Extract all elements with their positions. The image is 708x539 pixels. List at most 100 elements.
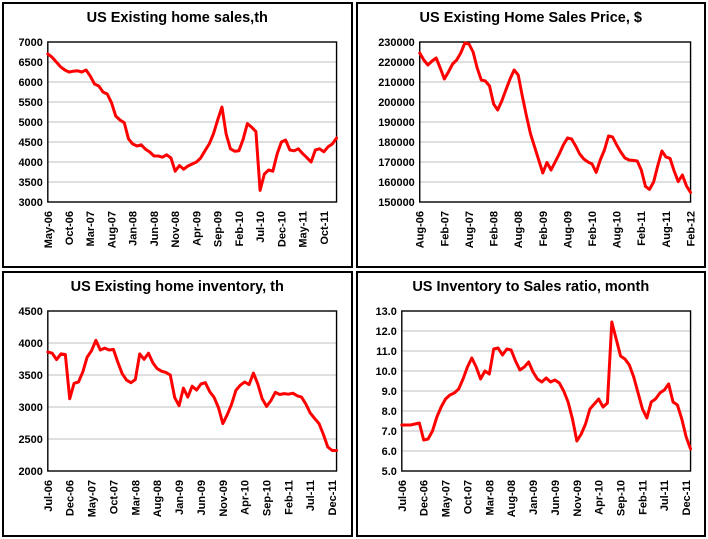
chart-title-existing-home-sales-price: US Existing Home Sales Price, $ [419, 10, 642, 26]
x-tick-label: Jun-09 [549, 480, 561, 515]
x-tick-label: Aug-07 [107, 211, 119, 248]
x-tick-label: Aug-06 [414, 211, 426, 248]
x-tick-label: Dec-10 [276, 211, 288, 247]
y-tick-label: 5500 [18, 97, 42, 109]
y-tick-label: 4500 [18, 137, 42, 149]
series-line [46, 338, 339, 452]
x-tick-label: Apr-09 [191, 211, 203, 246]
y-tick-label: 7000 [18, 37, 42, 49]
y-tick-label: 4500 [18, 306, 42, 318]
x-tick-label: Aug-08 [513, 211, 525, 248]
x-tick-label: Jul-11 [659, 480, 671, 511]
chart-title-inventory-to-sales-ratio: US Inventory to Sales ratio, month [412, 279, 650, 295]
x-tick-label: Jul-06 [396, 480, 408, 512]
y-tick-label: 170000 [378, 157, 415, 169]
y-tick-label: 13.0 [375, 306, 396, 318]
y-tick-label: 6000 [18, 77, 42, 89]
y-tick-label: 12.0 [375, 326, 396, 338]
x-tick-label: Oct-06 [64, 211, 76, 245]
y-tick-label: 10.0 [375, 366, 396, 378]
x-tick-label: May-11 [298, 211, 310, 248]
y-tick-label: 6.0 [381, 446, 396, 458]
x-tick-label: Mar-07 [85, 211, 97, 246]
plot-border [400, 310, 691, 472]
x-tick-label: Feb-08 [488, 211, 500, 246]
x-tick-label: Oct-07 [462, 480, 474, 514]
y-tick-label: 230000 [378, 37, 415, 49]
x-tick-label: Jan-09 [528, 480, 540, 515]
chart-existing-home-sales-price: US Existing Home Sales Price, $ 230000 22… [355, 2, 706, 268]
x-tick-label: May-07 [440, 480, 452, 517]
x-tick-label: Dec-11 [327, 480, 339, 515]
chart-existing-home-inventory: US Existing home inventory, th 4500 4000 3… [2, 271, 353, 537]
x-tick-label: Aug-07 [464, 211, 476, 248]
y-tick-label: 3000 [18, 402, 42, 414]
existing-home-sales-price-plot: 230000 220000 210000 200000 190000 180000 1700… [378, 37, 697, 248]
chart-title-existing-home-inventory: US Existing home inventory, th [70, 279, 284, 295]
y-tick-label: 7.0 [381, 426, 396, 438]
chart-existing-home-sales: US Existing home sales,th 7000 6500 6000 55… [2, 2, 353, 268]
y-tick-label: 180000 [378, 137, 415, 149]
x-tick-label: Aug-10 [611, 211, 623, 248]
y-tick-label: 11.0 [376, 346, 397, 358]
y-tick-label: 9.0 [381, 386, 396, 398]
y-tick-label: 210000 [378, 77, 415, 89]
x-tick-label: Jun-08 [149, 211, 161, 246]
existing-home-sales-plot: 700065006000550050004500400035003000May-… [18, 37, 339, 248]
x-tick-label: May-06 [43, 211, 55, 248]
x-tick-label: Feb-11 [636, 211, 648, 246]
x-tick-label: Jul-06 [43, 480, 55, 512]
y-tick-label: 5000 [18, 117, 42, 129]
plot-border [47, 310, 338, 472]
y-tick-label: 2000 [18, 466, 42, 478]
plot-border [47, 41, 338, 203]
x-tick-label: Jan-08 [128, 211, 140, 246]
x-tick-label: Jul-11 [305, 480, 317, 511]
x-tick-label: Oct-07 [108, 480, 120, 514]
x-tick-label: Nov-08 [170, 211, 182, 248]
x-tick-label: Apr-10 [593, 480, 605, 515]
x-tick-label: Aug-09 [562, 211, 574, 248]
x-tick-label: Feb-10 [234, 211, 246, 246]
x-tick-label: Feb-11 [637, 480, 649, 515]
y-tick-label: 3500 [18, 177, 42, 189]
chart-inventory-to-sales-ratio: US Inventory to Sales ratio, month 13.0 1… [355, 271, 706, 537]
x-tick-label: Nov-09 [571, 480, 583, 517]
x-tick-label: Mar-08 [484, 480, 496, 515]
y-tick-label: 2500 [18, 434, 42, 446]
x-tick-label: May-07 [87, 480, 99, 517]
x-tick-label: Nov-09 [218, 480, 230, 517]
y-tick-label: 150000 [378, 197, 415, 209]
x-tick-label: Feb-09 [537, 211, 549, 246]
x-tick-label: Sep-10 [615, 480, 627, 516]
y-tick-label: 8.0 [381, 406, 396, 418]
x-tick-label: Dec-06 [418, 480, 430, 516]
x-tick-label: Aug-08 [506, 480, 518, 517]
x-tick-label: Dec-11 [681, 480, 693, 515]
x-tick-label: Feb-10 [587, 211, 599, 246]
x-tick-label: Dec-06 [65, 480, 77, 516]
chart-title-existing-home-sales: US Existing home sales,th [86, 10, 268, 26]
y-tick-label: 6500 [18, 57, 42, 69]
x-tick-label: Oct-11 [319, 211, 331, 245]
x-tick-label: Jul-10 [255, 211, 267, 243]
y-tick-label: 3000 [18, 197, 42, 209]
y-tick-label: 200000 [378, 97, 415, 109]
x-tick-label: Aug-08 [152, 480, 164, 517]
y-tick-label: 160000 [378, 177, 415, 189]
x-tick-label: Feb-07 [439, 211, 451, 246]
plot-border [418, 41, 691, 203]
x-tick-label: Apr-10 [240, 480, 252, 515]
y-tick-label: 3500 [18, 370, 42, 382]
y-tick-label: 220000 [378, 57, 415, 69]
series-line [417, 41, 692, 194]
series-line [399, 320, 692, 451]
x-tick-label: Sep-09 [213, 211, 225, 247]
x-tick-label: Feb-11 [283, 480, 295, 515]
x-tick-label: Aug-11 [660, 211, 672, 248]
y-tick-label: 5.0 [381, 466, 396, 478]
x-tick-label: Jan-09 [174, 480, 186, 515]
